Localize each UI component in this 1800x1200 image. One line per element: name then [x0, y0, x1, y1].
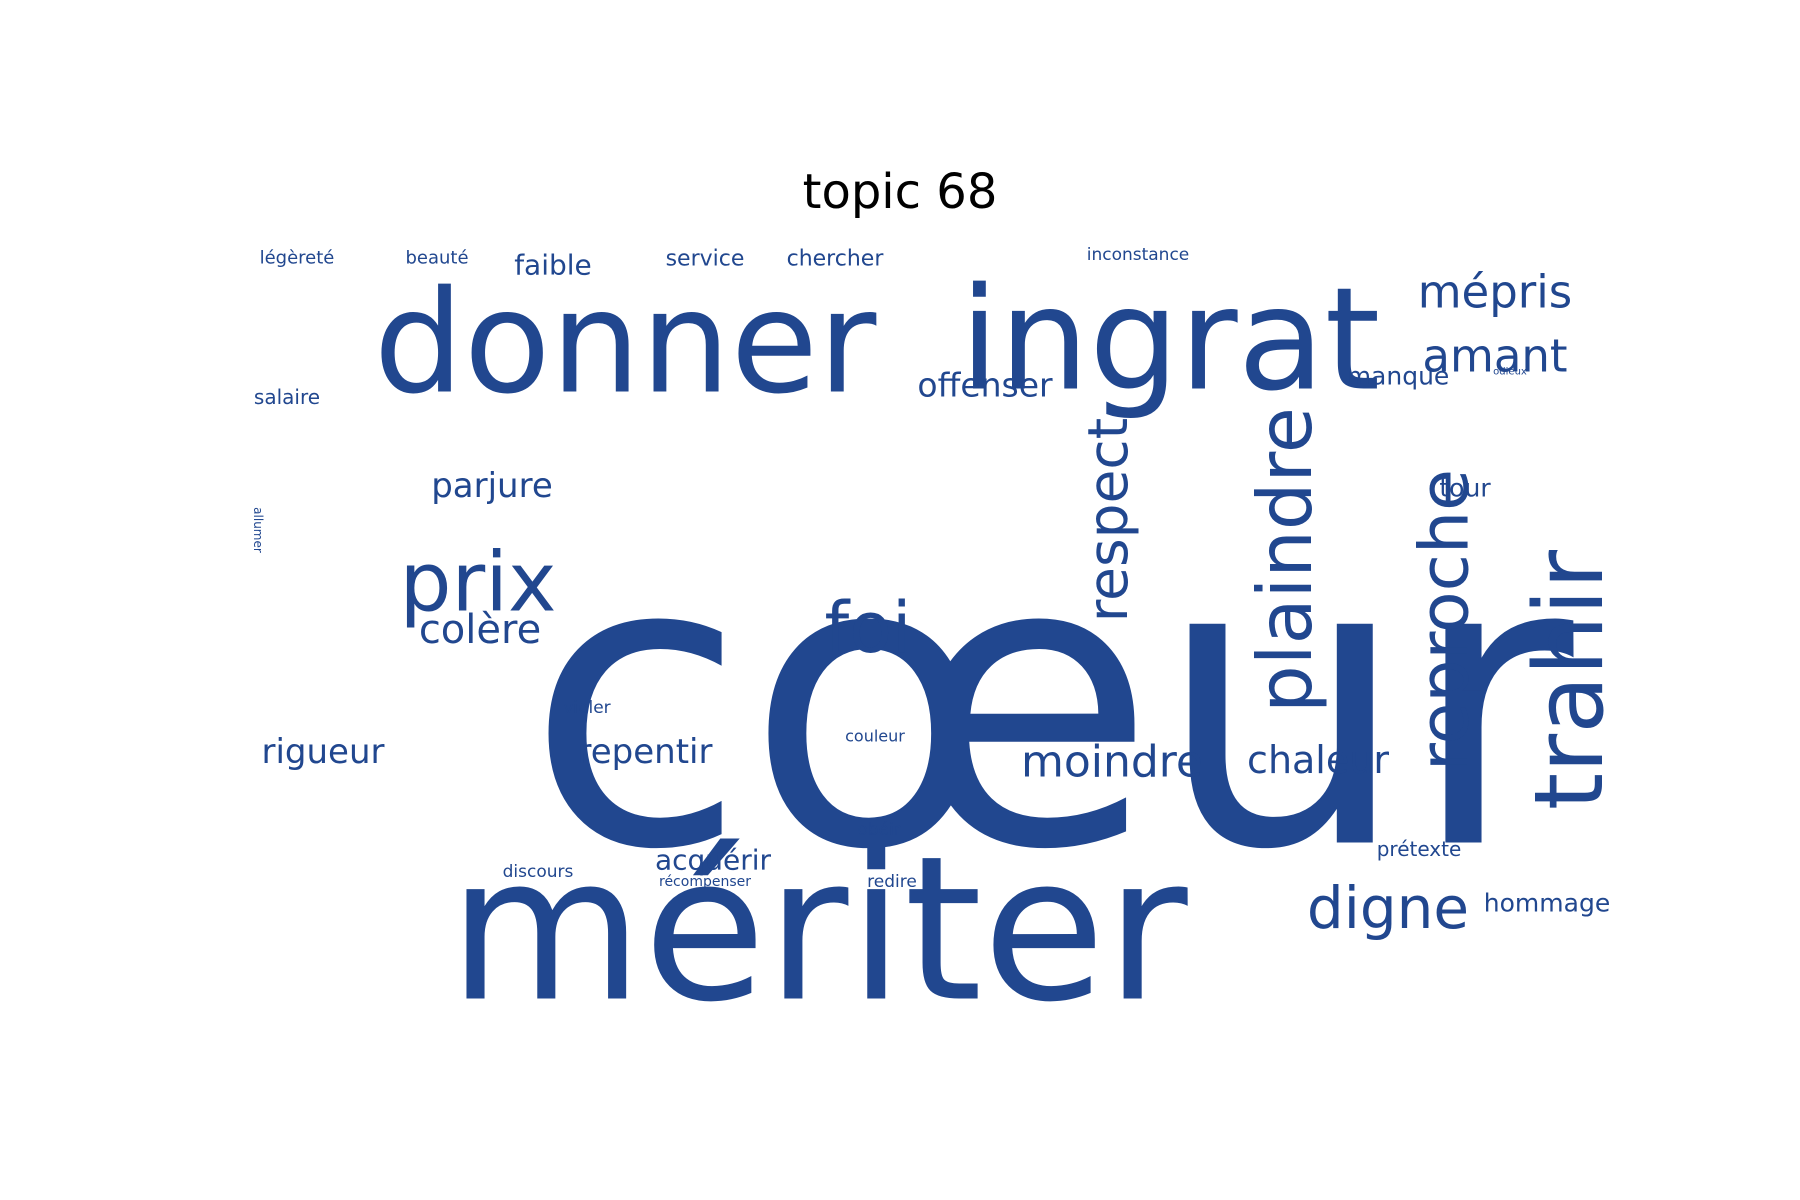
word-chercher: chercher [787, 247, 885, 272]
word-pretexte: prétexte [1377, 837, 1462, 861]
word-inconstance: inconstance [1087, 245, 1190, 265]
word-manque: manque [1347, 362, 1450, 391]
word-hommage: hommage [1484, 889, 1610, 918]
word-trahir: trahir [1515, 549, 1625, 810]
word-ingrat: ingrat [960, 258, 1381, 423]
word-coeur: cœur [526, 473, 1577, 938]
word-acquerir: acquérir [655, 844, 772, 877]
word-plaindre: plaindre [1241, 407, 1329, 713]
word-discours: discours [503, 862, 574, 882]
word-redire: redire [867, 872, 917, 892]
word-obeir: obéir [857, 820, 900, 840]
word-prix: prix [399, 536, 556, 631]
word-rigueur: rigueur [261, 732, 384, 772]
word-mepris: mépris [1418, 266, 1573, 319]
word-service: service [666, 247, 745, 272]
word-chaleur: chaleur [1247, 738, 1389, 782]
word-faible: faible [514, 249, 592, 282]
word-allumer: allumer [251, 507, 265, 553]
word-odieux: odieux [1493, 367, 1527, 378]
word-salaire: salaire [254, 385, 320, 409]
word-digne: digne [1307, 874, 1469, 942]
word-meriter: mériter [448, 814, 1188, 1047]
word-recompenser: récompenser [659, 874, 751, 890]
word-couleur: couleur [845, 727, 905, 746]
word-offenser: offenser [917, 366, 1053, 405]
word-amant: amant [1422, 330, 1567, 383]
word-moindre: moindre [1021, 737, 1203, 788]
word-foi: foi [825, 587, 912, 669]
word-colere: colère [419, 607, 541, 653]
word-violer: violer [563, 698, 610, 718]
word-donner: donner [374, 261, 877, 426]
chart-title: topic 68 [802, 164, 998, 220]
word-parjure: parjure [431, 466, 553, 506]
word-respect: respect [1076, 418, 1140, 622]
word-repentir: repentir [578, 732, 713, 772]
word-legerete: légèreté [260, 248, 335, 269]
word-reproche: reproche [1406, 469, 1485, 771]
word-tour: tour [1439, 474, 1491, 503]
word-beaute: beauté [405, 248, 468, 269]
